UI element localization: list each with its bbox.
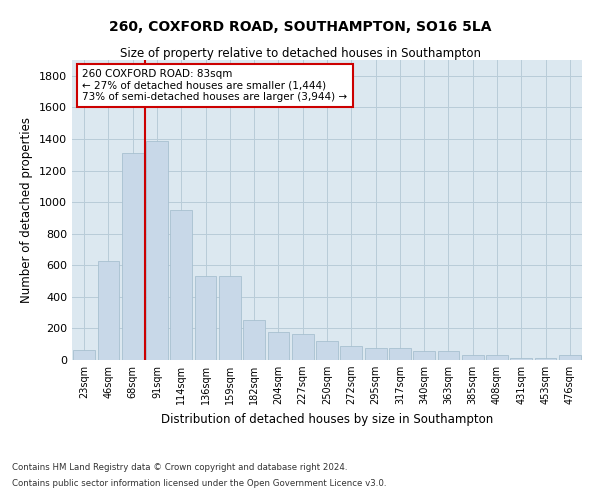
- Bar: [73, 350, 95, 360]
- Bar: [535, 358, 556, 360]
- Bar: [243, 320, 265, 360]
- Text: Contains public sector information licensed under the Open Government Licence v3: Contains public sector information licen…: [12, 478, 386, 488]
- Bar: [437, 352, 460, 360]
- Bar: [194, 276, 217, 360]
- Text: Size of property relative to detached houses in Southampton: Size of property relative to detached ho…: [119, 48, 481, 60]
- Bar: [219, 276, 241, 360]
- Bar: [462, 356, 484, 360]
- X-axis label: Distribution of detached houses by size in Southampton: Distribution of detached houses by size …: [161, 412, 493, 426]
- Bar: [486, 356, 508, 360]
- Bar: [316, 341, 338, 360]
- Bar: [97, 260, 119, 360]
- Bar: [170, 210, 192, 360]
- Bar: [292, 334, 314, 360]
- Bar: [340, 346, 362, 360]
- Text: Contains HM Land Registry data © Crown copyright and database right 2024.: Contains HM Land Registry data © Crown c…: [12, 464, 347, 472]
- Bar: [413, 352, 435, 360]
- Text: 260 COXFORD ROAD: 83sqm
← 27% of detached houses are smaller (1,444)
73% of semi: 260 COXFORD ROAD: 83sqm ← 27% of detache…: [82, 69, 347, 102]
- Text: 260, COXFORD ROAD, SOUTHAMPTON, SO16 5LA: 260, COXFORD ROAD, SOUTHAMPTON, SO16 5LA: [109, 20, 491, 34]
- Bar: [146, 140, 168, 360]
- Bar: [389, 348, 411, 360]
- Bar: [268, 332, 289, 360]
- Bar: [511, 358, 532, 360]
- Bar: [365, 348, 386, 360]
- Bar: [559, 356, 581, 360]
- Bar: [122, 153, 143, 360]
- Y-axis label: Number of detached properties: Number of detached properties: [20, 117, 34, 303]
